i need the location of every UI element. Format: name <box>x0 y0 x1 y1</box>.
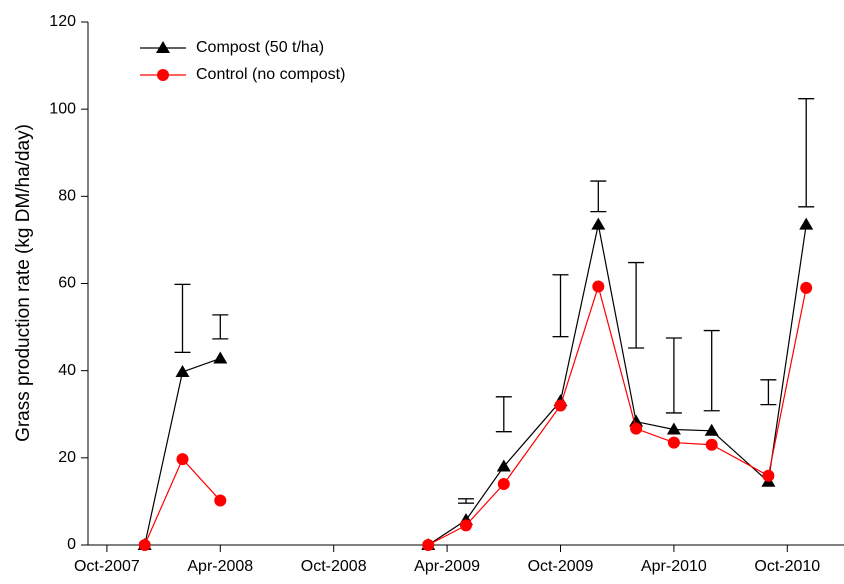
marker <box>630 422 643 435</box>
x-tick-label: Apr-2010 <box>641 558 707 575</box>
marker <box>800 281 813 294</box>
marker <box>496 459 511 472</box>
marker <box>705 438 718 451</box>
marker <box>213 351 228 364</box>
y-tick-label: 60 <box>58 275 76 292</box>
x-tick-label: Oct-2007 <box>74 558 140 575</box>
legend-label: Control (no compost) <box>196 66 345 83</box>
error-bar <box>552 274 569 338</box>
legend-marker <box>157 69 169 81</box>
error-bar <box>628 261 645 349</box>
x-tick-label: Oct-2010 <box>754 558 820 575</box>
marker <box>704 423 719 436</box>
x-tick-label: Oct-2009 <box>528 558 594 575</box>
y-tick-label: 0 <box>67 536 76 553</box>
marker <box>799 217 814 230</box>
series-line <box>144 224 807 546</box>
error-bar <box>174 283 191 354</box>
marker <box>554 399 567 412</box>
marker <box>422 539 435 551</box>
error-bar <box>458 498 474 504</box>
legend-marker <box>156 41 170 53</box>
y-tick-label: 80 <box>58 188 76 205</box>
error-bar <box>760 379 777 406</box>
marker <box>214 494 227 507</box>
error-bar <box>703 329 720 412</box>
error-bar <box>495 396 512 433</box>
marker <box>138 539 151 551</box>
legend-label: Compost (50 t/ha) <box>196 39 324 56</box>
marker <box>629 414 644 427</box>
marker <box>762 469 775 482</box>
error-bar <box>590 180 607 213</box>
marker <box>667 436 680 449</box>
marker <box>592 280 605 293</box>
y-tick-label: 120 <box>49 13 76 30</box>
y-tick-label: 20 <box>58 449 76 466</box>
error-bar <box>212 314 229 340</box>
x-tick-label: Apr-2008 <box>187 558 253 575</box>
marker <box>175 364 190 377</box>
marker <box>591 217 606 230</box>
marker <box>460 519 472 532</box>
marker <box>666 422 681 435</box>
marker <box>176 453 189 466</box>
y-tick-label: 40 <box>58 362 76 379</box>
y-axis-label: Grass production rate (kg DM/ha/day) <box>13 124 34 442</box>
marker <box>497 477 510 490</box>
x-tick-label: Apr-2009 <box>414 558 480 575</box>
x-tick-label: Oct-2008 <box>301 558 367 575</box>
error-bar <box>665 337 682 414</box>
error-bar <box>798 98 815 208</box>
y-tick-label: 100 <box>49 100 76 117</box>
